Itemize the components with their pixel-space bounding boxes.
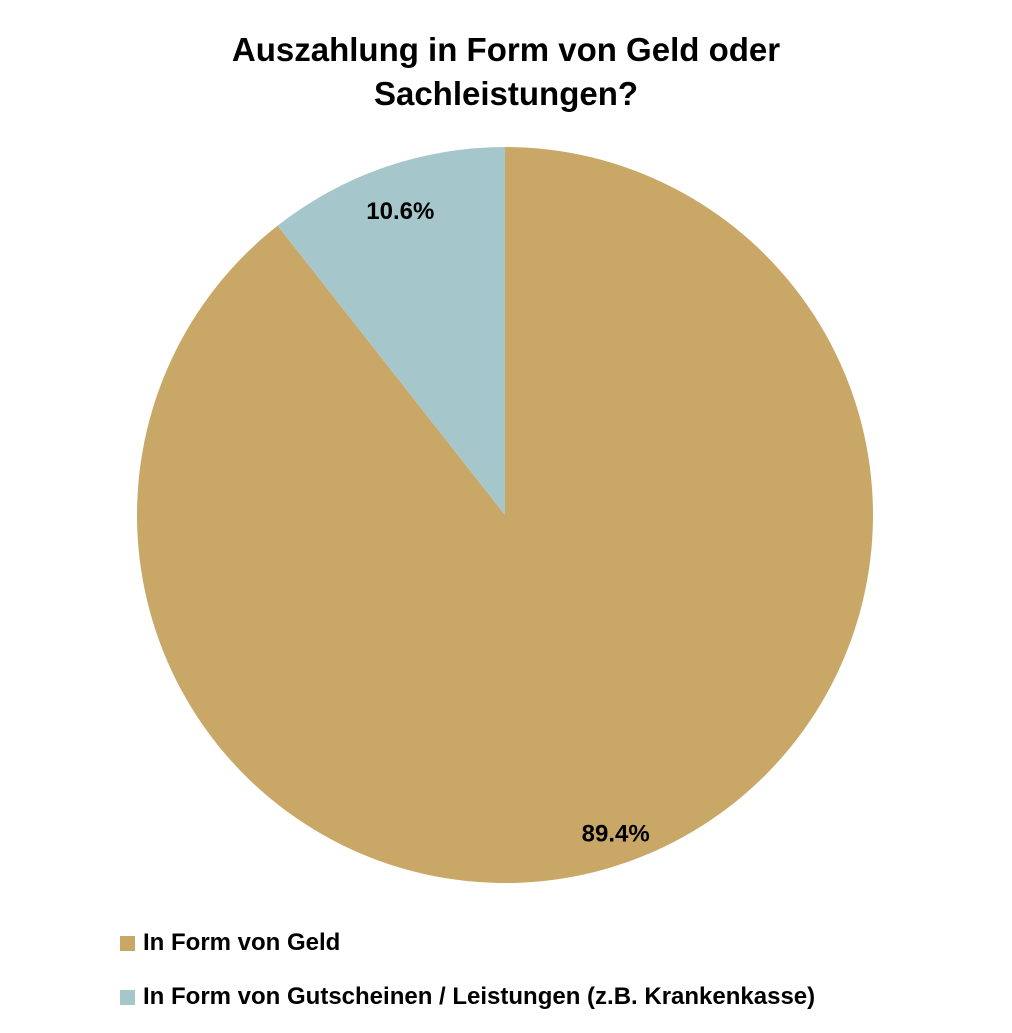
chart-title-line-2: Sachleistungen? bbox=[373, 75, 639, 112]
pie-slice-1 bbox=[277, 147, 505, 515]
slice-label-0: 89.4% bbox=[582, 820, 650, 847]
legend-item-geld: In Form von Geld bbox=[120, 925, 815, 961]
chart-title: Auszahlung in Form von Geld oder Sachlei… bbox=[0, 28, 1012, 116]
legend-item-gutscheine: In Form von Gutscheinen / Leistungen (z.… bbox=[120, 979, 815, 1015]
legend-swatch-gutscheine bbox=[120, 989, 135, 1005]
pie-slice-0 bbox=[137, 147, 873, 883]
legend: In Form von Geld In Form von Gutscheinen… bbox=[120, 925, 815, 1033]
slice-label-1: 10.6% bbox=[366, 198, 434, 225]
legend-swatch-geld bbox=[120, 935, 135, 951]
legend-label-gutscheine: In Form von Gutscheinen / Leistungen (z.… bbox=[143, 983, 816, 1010]
chart-title-line-1: Auszahlung in Form von Geld oder bbox=[231, 31, 781, 68]
legend-label-geld: In Form von Geld bbox=[143, 929, 341, 956]
